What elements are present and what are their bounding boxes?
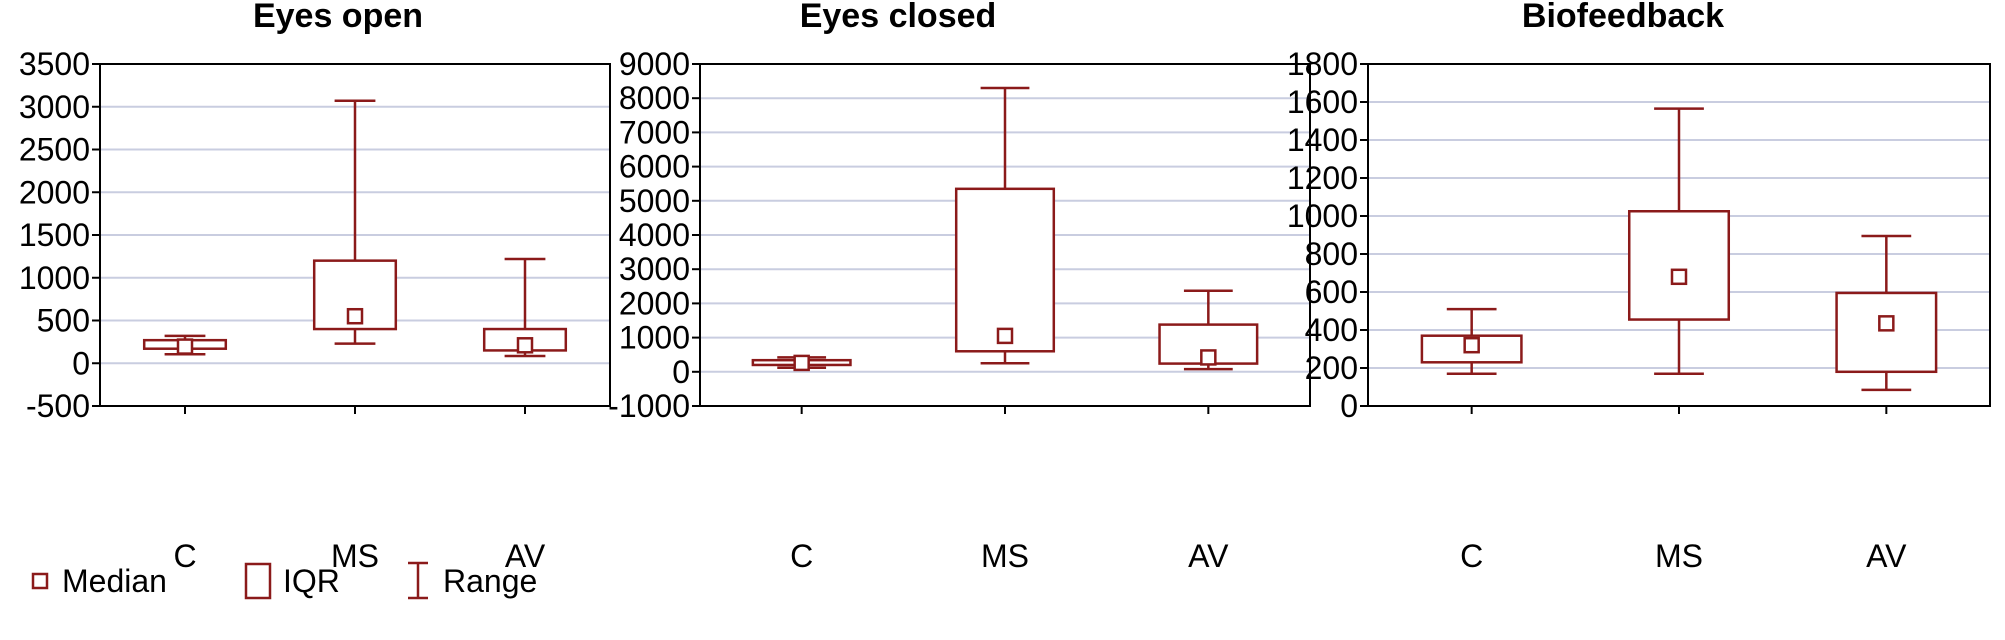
y-tick-label: 1400 [1287,122,1358,158]
y-tick-label: 1000 [19,260,90,296]
legend: Median IQR Range [31,561,537,600]
y-tick-label: 0 [72,345,90,381]
y-tick-label: 3000 [619,251,690,287]
median-marker [176,338,194,355]
panel-title: Eyes open [253,0,423,35]
box-AV [482,257,568,358]
median-marker [1670,268,1688,286]
x-tick-label: MS [1655,538,1703,574]
legend-median-symbol [31,572,49,590]
median-marker [346,307,364,325]
y-tick-label: 1600 [1287,84,1358,120]
y-tick-label: 2000 [619,285,690,321]
y-tick-label: 1800 [1287,46,1358,82]
chart-panels: Eyes open-500050010001500200025003000350… [19,0,1991,574]
box-AV [1158,289,1259,371]
y-tick-label: 2000 [19,174,90,210]
y-tick-label: 200 [1305,350,1358,386]
y-tick-label: 1000 [619,320,690,356]
x-tick-label: AV [1188,538,1229,574]
legend-item-iqr: IQR [244,562,340,600]
iqr-box [954,187,1056,353]
panel-title: Eyes closed [800,0,997,35]
median-marker [516,337,534,354]
x-tick-label: C [1460,538,1483,574]
y-tick-label: 1000 [1287,198,1358,234]
panel-2: Biofeedback 02004006008001000120014001600… [1287,0,1991,574]
legend-label: Range [443,563,537,599]
panel-title: Biofeedback [1522,0,1724,35]
legend-label: IQR [283,563,340,599]
x-tick-label: AV [1866,538,1907,574]
box-C [1420,307,1523,375]
median-marker [1878,315,1895,332]
y-tick-label: 4000 [619,217,690,253]
y-tick-label: 500 [37,303,90,339]
panel-0: Eyes open -500 0 500 1000 1500 2000 2500 3000 350… [19,0,611,574]
y-tick-label: 3000 [19,89,90,125]
median-marker [996,327,1014,345]
x-tick-label: MS [981,538,1029,574]
iqr-box [1835,291,1938,374]
legend-iqr-symbol [244,562,272,600]
y-tick-label: 6000 [619,149,690,185]
y-tick-label: 8000 [619,80,690,116]
y-tick-label: 1500 [19,217,90,253]
box-MS [954,86,1056,365]
x-tick-label: AV [505,538,546,574]
panel-1: Eyes closed -1000010002000300040005000600… [608,0,1311,574]
box-C [751,354,852,372]
y-tick-label: 0 [672,354,690,390]
y-tick-label: 0 [1340,388,1358,424]
y-tick-label: 600 [1305,274,1358,310]
legend-item-median: Median [31,563,167,599]
y-tick-label: 400 [1305,312,1358,348]
y-tick-label: 9000 [619,46,690,82]
box-AV [1835,234,1938,392]
legend-label: Median [62,563,167,599]
y-tick-label: -1000 [608,388,690,424]
y-tick-label: 1200 [1287,160,1358,196]
x-tick-label: C [790,538,813,574]
x-tick-label: MS [331,538,379,574]
box-C [142,334,228,356]
median-marker [1200,349,1217,366]
y-tick-label: 800 [1305,236,1358,272]
box-MS [312,99,398,345]
y-tick-label: 3500 [19,46,90,82]
y-tick-label: 5000 [619,183,690,219]
x-tick-label: C [173,538,196,574]
median-marker [793,354,810,372]
y-tick-label: 2500 [19,132,90,168]
median-marker [1463,336,1480,354]
iqr-box [1627,210,1731,321]
legend-item-range: Range [408,561,537,600]
y-tick-label: 7000 [619,114,690,150]
box-MS [1627,107,1731,375]
y-tick-label: -500 [26,388,90,424]
